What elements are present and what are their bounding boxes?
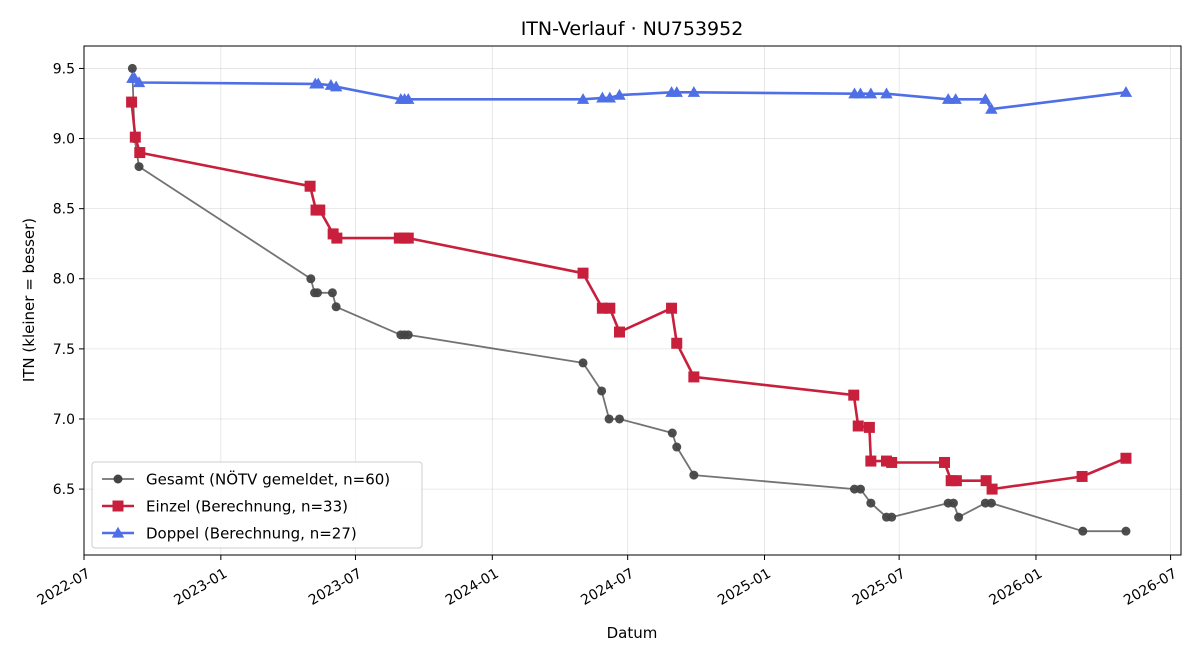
data-point-einzel — [848, 389, 860, 401]
data-point-doppel — [1119, 86, 1133, 97]
data-point-gesamt — [948, 498, 958, 508]
x-tick-label: 2025-01 — [715, 566, 774, 609]
data-point-einzel — [1076, 470, 1088, 482]
x-tick-label: 2025-07 — [850, 566, 909, 609]
data-point-einzel — [613, 326, 625, 338]
x-tick-label: 2026-01 — [987, 566, 1046, 609]
data-point-einzel — [950, 475, 962, 487]
y-tick-label: 9.0 — [53, 131, 75, 147]
legend-swatch-marker — [113, 474, 123, 484]
data-point-einzel — [986, 483, 998, 495]
legend-label: Doppel (Berechnung, n=27) — [146, 524, 357, 542]
data-point-doppel — [132, 76, 146, 88]
data-point-einzel — [863, 421, 875, 433]
data-point-gesamt — [604, 414, 614, 424]
data-point-einzel — [304, 180, 316, 192]
data-point-einzel — [331, 232, 343, 244]
y-axis-title: ITN (kleiner = besser) — [20, 218, 38, 382]
series-line-doppel — [132, 77, 1127, 111]
y-tick-label: 7.5 — [53, 342, 75, 358]
data-point-gesamt — [597, 386, 607, 396]
data-point-gesamt — [614, 414, 624, 424]
data-point-einzel — [134, 147, 146, 159]
series-line-einzel — [130, 101, 1127, 491]
data-point-gesamt — [954, 512, 964, 522]
legend-box — [91, 461, 423, 549]
x-tick-label: 2024-01 — [443, 566, 502, 609]
data-point-einzel — [129, 131, 141, 143]
data-point-einzel — [577, 267, 589, 279]
data-point-einzel — [980, 475, 992, 487]
data-point-doppel — [949, 93, 962, 104]
data-point-gesamt — [331, 302, 341, 312]
data-point-einzel — [314, 204, 326, 216]
data-point-gesamt — [855, 484, 865, 494]
data-point-einzel — [852, 420, 864, 432]
data-point-doppel — [854, 87, 867, 99]
data-point-einzel — [865, 455, 877, 467]
data-point-gesamt — [327, 288, 337, 298]
series-layer — [126, 63, 1133, 536]
data-point-gesamt — [1078, 526, 1088, 536]
x-tick-label: 2023-07 — [306, 566, 365, 609]
legend: Gesamt (NÖTV gemeldet, n=60) Einzel (Bere… — [91, 461, 423, 549]
data-point-doppel — [864, 87, 878, 99]
data-point-doppel — [979, 93, 992, 104]
series-doppel — [126, 72, 1133, 114]
data-point-gesamt — [866, 498, 876, 508]
y-tick-label: 9.5 — [53, 61, 75, 77]
data-point-doppel — [329, 80, 343, 92]
y-tick-label: 7.0 — [53, 412, 75, 428]
plot-frame — [83, 45, 1182, 556]
data-point-gesamt — [672, 442, 682, 452]
y-tick-label: 8.0 — [53, 272, 75, 288]
series-einzel — [126, 96, 1132, 495]
data-point-gesamt — [578, 358, 588, 368]
data-point-gesamt — [986, 498, 996, 508]
x-tick-label: 2023-01 — [171, 566, 230, 609]
data-point-gesamt — [127, 63, 137, 73]
data-point-gesamt — [887, 512, 897, 522]
data-point-doppel — [603, 91, 617, 103]
data-point-einzel — [938, 456, 950, 468]
legend-swatch-marker — [112, 500, 124, 512]
legend-label: Einzel (Berechnung, n=33) — [146, 497, 348, 515]
data-point-einzel — [596, 302, 608, 314]
data-point-gesamt — [689, 470, 699, 480]
data-point-einzel — [402, 232, 414, 244]
data-point-gesamt — [313, 288, 323, 298]
x-axis-title: Datum — [607, 624, 658, 642]
data-point-einzel — [604, 302, 616, 314]
data-point-einzel — [1120, 452, 1132, 464]
data-point-doppel — [985, 102, 998, 114]
data-point-doppel — [312, 77, 325, 89]
data-point-doppel — [880, 87, 893, 99]
data-point-gesamt — [1121, 526, 1131, 536]
data-point-gesamt — [667, 428, 677, 438]
legend-label: Gesamt (NÖTV gemeldet, n=60) — [146, 469, 390, 488]
series-gesamt — [127, 63, 1131, 536]
data-point-doppel — [576, 93, 590, 104]
x-tick-label: 2022-07 — [35, 566, 94, 609]
y-tick-label: 6.5 — [53, 482, 75, 498]
chart-title: ITN-Verlauf · NU753952 — [521, 18, 744, 40]
data-point-doppel — [402, 93, 415, 104]
data-point-einzel — [126, 96, 138, 108]
data-point-einzel — [666, 302, 678, 314]
x-tick-label: 2024-07 — [578, 566, 637, 609]
data-point-doppel — [613, 88, 626, 100]
data-point-gesamt — [403, 330, 413, 340]
data-point-einzel — [688, 371, 700, 383]
data-point-einzel — [671, 337, 683, 349]
y-tick-label: 8.5 — [53, 202, 75, 218]
data-point-gesamt — [306, 274, 316, 284]
data-point-doppel — [687, 86, 701, 97]
legend-swatch-marker — [111, 526, 125, 538]
data-point-gesamt — [134, 162, 144, 172]
data-point-doppel — [670, 86, 683, 97]
x-tick-label: 2026-07 — [1121, 566, 1180, 609]
data-point-einzel — [886, 456, 898, 468]
